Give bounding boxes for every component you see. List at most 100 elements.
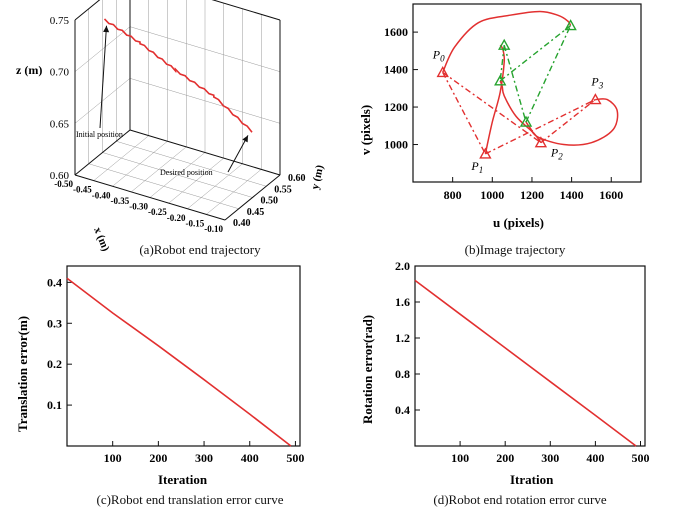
desired-point-marker (498, 38, 511, 50)
axis-edge (74, 129, 131, 176)
tick-labels: 100 200 300 400 500 0.1 0.2 0.3 0.4 (47, 275, 304, 465)
y-tick-label: 0.45 (247, 207, 265, 218)
point-label-subscript: 1 (479, 165, 484, 175)
initial-point-marker (589, 93, 602, 105)
caption-a: (a)Robot end trajectory (139, 242, 261, 257)
grid-line (116, 141, 267, 187)
point-label-subscript: 2 (558, 152, 563, 162)
x-tick-label: 200 (496, 451, 514, 465)
desired-point-marker (494, 74, 507, 86)
annotation-arrows (99, 25, 249, 173)
axis-edge (74, 174, 226, 221)
y-tick-label: 1.6 (395, 295, 410, 309)
y-tick-label: 0.2 (47, 357, 62, 371)
x-tick-label: 300 (195, 451, 213, 465)
x-tick-label: 1600 (599, 188, 623, 202)
arrow-initial-position-head (103, 25, 110, 33)
y-tick-label: 0.8 (395, 367, 410, 381)
y-axis-label: Rotation error(rad) (360, 315, 375, 424)
error-line (66, 277, 292, 447)
error-line (414, 279, 637, 447)
y-tick-label: 1000 (384, 138, 408, 152)
x-tick-label: -0.20 (167, 213, 186, 223)
point-label: P1 (470, 159, 483, 175)
x-tick-label: -0.50 (54, 179, 73, 189)
x-tick-label: 500 (631, 451, 649, 465)
y-tick-label: 0.1 (47, 398, 62, 412)
x-axis-label: Itration (510, 472, 554, 487)
chart-rotation-error: 100 200 300 400 500 0.4 0.8 1.2 1.6 2.0 Rotation … (360, 262, 649, 487)
trajectory-line (103, 18, 253, 133)
x-tick-label: 1200 (520, 188, 544, 202)
x-tick-label: -0.25 (148, 207, 167, 217)
feature-trajectory (525, 98, 619, 146)
y-tick-label: 0.60 (288, 173, 306, 184)
desired-polygon-edge (525, 25, 572, 123)
plot-frame (414, 265, 646, 447)
x-tick-label: -0.35 (111, 196, 130, 206)
plot-frame (66, 265, 301, 447)
y-tick-label: 1600 (384, 25, 408, 39)
y-tick-label: 0.40 (233, 218, 251, 229)
z-tick-label: 0.70 (50, 67, 70, 79)
desired-polygon-edge (499, 45, 505, 81)
axis-edge (224, 174, 281, 221)
feature-markers (436, 19, 602, 159)
caption-b: (b)Image trajectory (464, 242, 566, 257)
y-tick-label: 0.55 (274, 184, 292, 195)
feature-polygons (442, 24, 596, 155)
annotation-desired-position: Desired position (160, 168, 213, 177)
plot-frame (412, 3, 642, 183)
chart-translation-error: 100 200 300 400 500 0.1 0.2 0.3 0.4 Translation … (15, 265, 304, 487)
desired-polygon-edge (499, 24, 572, 82)
x-tick-label: 200 (149, 451, 167, 465)
desired-polygon-edge (503, 45, 527, 123)
caption-c: (c)Robot end translation error curve (96, 492, 284, 507)
initial-point-marker (534, 136, 548, 148)
annotation-initial-position: Initial position (76, 130, 123, 139)
x-tick-label: 500 (286, 451, 304, 465)
z-tick-label: 0.60 (50, 170, 70, 182)
initial-polygon-edge (485, 98, 596, 155)
y-axis-label: Translation error(m) (15, 316, 30, 432)
y-tick-label: 2.0 (395, 262, 410, 273)
feature-trajectory (484, 44, 506, 155)
initial-polygon-edge (540, 99, 596, 144)
point-label: P2 (550, 146, 563, 162)
x-tick-label: 100 (451, 451, 469, 465)
x-tick-label: 300 (541, 451, 559, 465)
grid-line (102, 152, 253, 198)
desired-point-marker (564, 19, 577, 31)
trajectories (442, 10, 619, 155)
initial-polygon-edge (442, 72, 486, 155)
desired-point-marker (519, 115, 533, 127)
x-tick-label: -0.30 (129, 202, 148, 212)
y-axis-label: y (m) (309, 164, 326, 191)
y-tick-label: 0.4 (395, 403, 410, 417)
grid-line (88, 163, 239, 209)
arrow-desired-position-head (242, 135, 248, 143)
y-tick-label: 0.4 (47, 275, 62, 289)
y-tick-label: 1200 (384, 100, 408, 114)
x-tick-label: -0.10 (204, 224, 223, 234)
axes-3d (74, 0, 281, 221)
initial-point-marker (479, 147, 492, 159)
y-tick-label: 1.2 (395, 331, 410, 345)
axis-edge (211, 0, 281, 21)
caption-d: (d)Robot end rotation error curve (433, 492, 607, 507)
z-tick-label: 0.65 (50, 118, 70, 130)
point-label: P3 (590, 75, 603, 91)
x-tick-label: 1000 (480, 188, 504, 202)
axis-edge (74, 0, 101, 21)
x-tick-label: -0.45 (73, 185, 92, 195)
initial-polygon-edge (442, 71, 542, 144)
initial-point-marker (436, 65, 449, 78)
chart-image-trajectory: 800 1000 1200 1400 1600 1000 1200 1400 1600 P0 P1… (358, 3, 642, 230)
arrow-desired-position (227, 135, 249, 173)
y-axis-label: v (pixels) (358, 105, 373, 155)
feature-trajectory (442, 10, 572, 73)
x-tick-label: 400 (241, 451, 259, 465)
tick-labels: 100 200 300 400 500 0.4 0.8 1.2 1.6 2.0 (395, 262, 649, 465)
tick-labels: 800 1000 1200 1400 1600 1000 1200 1400 1600 (384, 25, 623, 202)
point-label-subscript: 3 (598, 81, 604, 91)
